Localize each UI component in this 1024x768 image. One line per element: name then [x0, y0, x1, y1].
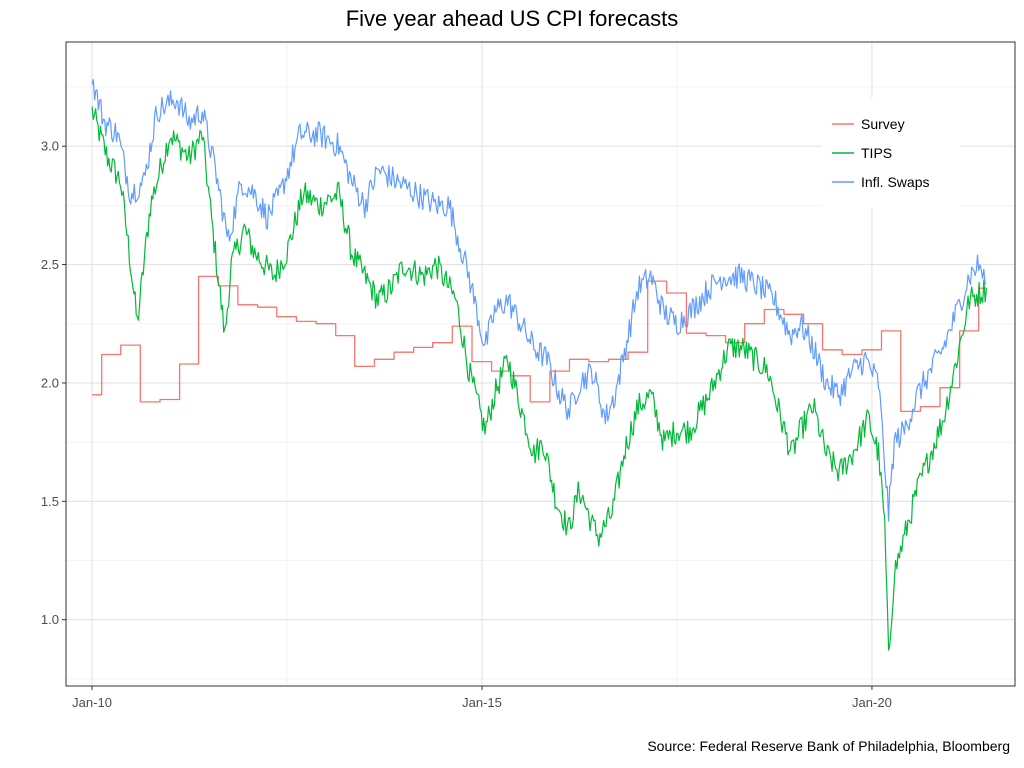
y-tick-label: 1.5 [41, 494, 59, 509]
legend-label-tips: TIPS [861, 145, 892, 161]
grid-layer [66, 42, 1015, 686]
series-layer [91, 78, 987, 651]
y-tick-label: 3.0 [41, 139, 59, 154]
legend-label-survey: Survey [861, 116, 905, 132]
x-tick-label: Jan-15 [462, 695, 502, 710]
legend: Survey TIPS Infl. Swaps [822, 98, 960, 208]
legend-label-infl-swaps: Infl. Swaps [861, 174, 929, 190]
x-tick-label: Jan-20 [852, 695, 892, 710]
y-tick-label: 2.0 [41, 375, 59, 390]
y-tick-label: 2.5 [41, 257, 59, 272]
source-caption: Source: Federal Reserve Bank of Philadel… [647, 738, 1010, 754]
series-line-infl-swaps [91, 78, 987, 522]
y-tick-label: 1.0 [41, 612, 59, 627]
axis-layer: 1.0 1.5 2.0 2.5 3.0 Jan-10 Jan-15 Jan-20 [41, 139, 892, 710]
series-line-tips [91, 106, 987, 651]
chart-title: Five year ahead US CPI forecasts [345, 6, 679, 31]
series-line-survey [92, 275, 987, 413]
panel-border [65, 41, 1016, 687]
x-tick-label: Jan-10 [72, 695, 112, 710]
